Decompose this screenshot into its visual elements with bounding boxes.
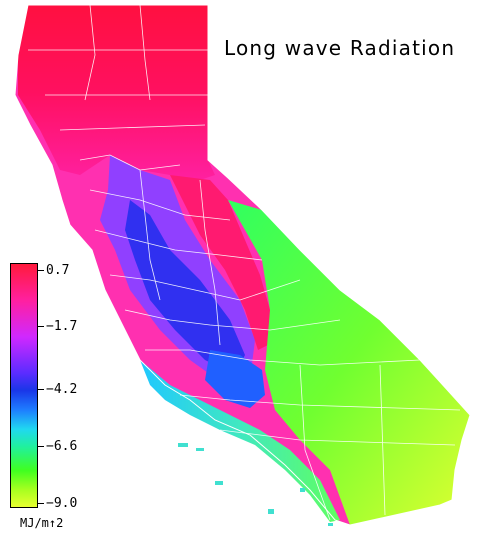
state-border [14,4,471,526]
legend-tick [38,270,44,271]
legend-tick-label: −1.7 [46,319,78,334]
color-legend-bar [10,263,38,508]
legend-unit: MJ/m↑2 [20,516,64,530]
north-region [18,5,215,180]
legend-tick-label: −9.0 [46,496,78,511]
legend-tick-label: −6.6 [46,439,78,454]
legend-tick-label: −4.2 [46,382,78,397]
county-lines [28,4,461,521]
sierra-band [170,175,270,350]
legend-tick [38,503,44,504]
legend-tick [38,326,44,327]
channel-islands [178,443,333,526]
legend-tick [38,446,44,447]
la-basin [205,350,265,408]
legend-tick-label: 0.7 [46,263,70,278]
legend-tick [38,389,44,390]
map-title: Long wave Radiation [224,36,456,60]
